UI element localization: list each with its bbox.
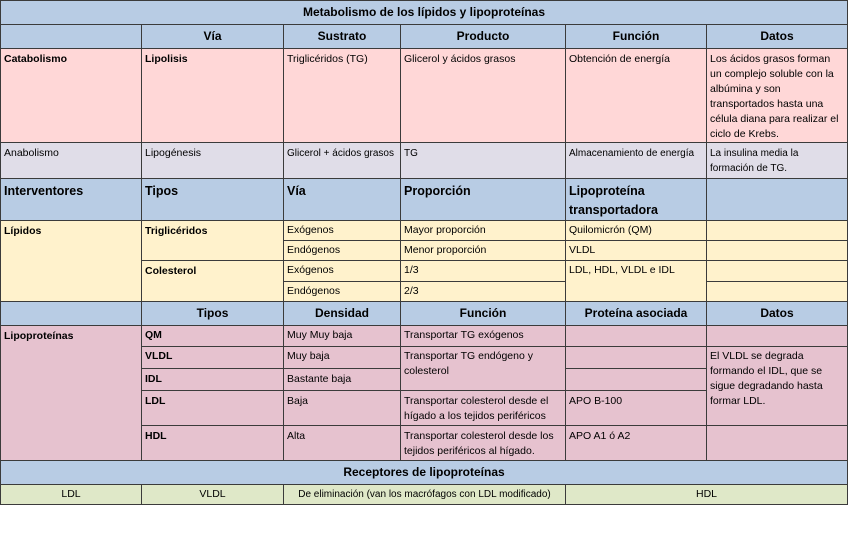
receptor-vldl: VLDL: [142, 485, 284, 505]
lp-qm-densidad: Muy Muy baja: [284, 326, 401, 347]
header-datos-2: Datos: [707, 302, 848, 326]
lp-hdl-datos: [707, 426, 848, 461]
col-lipoproteina: LDL, HDL, VLDL e IDL: [566, 261, 707, 302]
row-anabolismo-producto: TG: [401, 143, 566, 179]
lp-ldl-funcion: Transportar colesterol desde el hígado a…: [401, 391, 566, 426]
row-anabolismo-funcion: Almacenamiento de energía: [566, 143, 707, 179]
row-anabolismo-via: Lipogénesis: [142, 143, 284, 179]
lp-hdl-proteina: APO A1 ó A2: [566, 426, 707, 461]
tg-exogenos-extra: [707, 221, 848, 241]
group-lipoproteinas: Lipoproteínas: [0, 326, 142, 461]
tg-exogenos-lipoproteina: Quilomicrón (QM): [566, 221, 707, 241]
col-endogenos-via: Endógenos: [284, 282, 401, 302]
col-exogenos-proporcion: 1/3: [401, 261, 566, 282]
tg-endogenos-via: Endógenos: [284, 241, 401, 261]
lp-ldl-tipo: LDL: [142, 391, 284, 426]
lp-idl-proteina: [566, 369, 707, 391]
lp-idl-tipo: IDL: [142, 369, 284, 391]
type-colesterol: Colesterol: [142, 261, 284, 302]
lp-hdl-densidad: Alta: [284, 426, 401, 461]
row-catabolismo-sustrato: Triglicéridos (TG): [284, 49, 401, 143]
header-via-2: Vía: [284, 179, 401, 221]
row-anabolismo-type: Anabolismo: [0, 143, 142, 179]
header-lipoproteina-transportadora: Lipoproteína transportadora: [566, 179, 707, 221]
header-datos: Datos: [707, 25, 848, 49]
type-trigliceridos: Triglicéridos: [142, 221, 284, 261]
row-catabolismo-producto: Glicerol y ácidos grasos: [401, 49, 566, 143]
lp-hdl-funcion: Transportar colesterol desde los tejidos…: [401, 426, 566, 461]
tg-endogenos-extra: [707, 241, 848, 261]
header-via: Vía: [142, 25, 284, 49]
col-endogenos-proporcion: 2/3: [401, 282, 566, 302]
header-blank-2: [707, 179, 848, 221]
header-tipos: Tipos: [142, 179, 284, 221]
receptor-ldl: LDL: [0, 485, 142, 505]
col-exogenos-extra: [707, 261, 848, 282]
header-funcion: Función: [566, 25, 707, 49]
lp-idl-densidad: Bastante baja: [284, 369, 401, 391]
header-blank-3: [0, 302, 142, 326]
receptores-title: Receptores de lipoproteínas: [0, 461, 848, 485]
row-catabolismo-type: Catabolismo: [0, 49, 142, 143]
lp-ldl-densidad: Baja: [284, 391, 401, 426]
header-proporcion: Proporción: [401, 179, 566, 221]
header-sustrato: Sustrato: [284, 25, 401, 49]
row-catabolismo-datos: Los ácidos grasos forman un complejo sol…: [707, 49, 848, 143]
header-blank: [0, 25, 142, 49]
row-anabolismo-sustrato: Glicerol + ácidos grasos: [284, 143, 401, 179]
header-funcion-2: Función: [401, 302, 566, 326]
lp-vldl-idl-funcion: Transportar TG endógeno y colesterol: [401, 347, 566, 391]
tg-exogenos-via: Exógenos: [284, 221, 401, 241]
group-lipidos: Lípidos: [0, 221, 142, 302]
col-exogenos-via: Exógenos: [284, 261, 401, 282]
header-proteina-asociada: Proteína asociada: [566, 302, 707, 326]
lp-qm-tipo: QM: [142, 326, 284, 347]
lp-vldl-proteina: [566, 347, 707, 369]
tg-endogenos-lipoproteina: VLDL: [566, 241, 707, 261]
receptor-hdl: HDL: [566, 485, 848, 505]
lp-ldl-proteina: APO B-100: [566, 391, 707, 426]
lp-vldl-tipo: VLDL: [142, 347, 284, 369]
lp-qm-funcion: Transportar TG exógenos: [401, 326, 566, 347]
lp-qm-proteina: [566, 326, 707, 347]
lp-vldl-densidad: Muy baja: [284, 347, 401, 369]
lp-qm-datos: [707, 326, 848, 347]
row-catabolismo-via: Lipolisis: [142, 49, 284, 143]
header-producto: Producto: [401, 25, 566, 49]
header-interventores: Interventores: [0, 179, 142, 221]
receptor-eliminacion: De eliminación (van los macrófagos con L…: [284, 485, 566, 505]
row-catabolismo-funcion: Obtención de energía: [566, 49, 707, 143]
tg-exogenos-proporcion: Mayor proporción: [401, 221, 566, 241]
lp-hdl-tipo: HDL: [142, 426, 284, 461]
header-tipos-2: Tipos: [142, 302, 284, 326]
col-endogenos-extra: [707, 282, 848, 302]
row-anabolismo-datos: La insulina media la formación de TG.: [707, 143, 848, 179]
tg-endogenos-proporcion: Menor proporción: [401, 241, 566, 261]
lp-vldl-idl-ldl-datos: El VLDL se degrada formando el IDL, que …: [707, 347, 848, 426]
table-title: Metabolismo de los lípidos y lipoproteín…: [0, 0, 848, 25]
header-densidad: Densidad: [284, 302, 401, 326]
